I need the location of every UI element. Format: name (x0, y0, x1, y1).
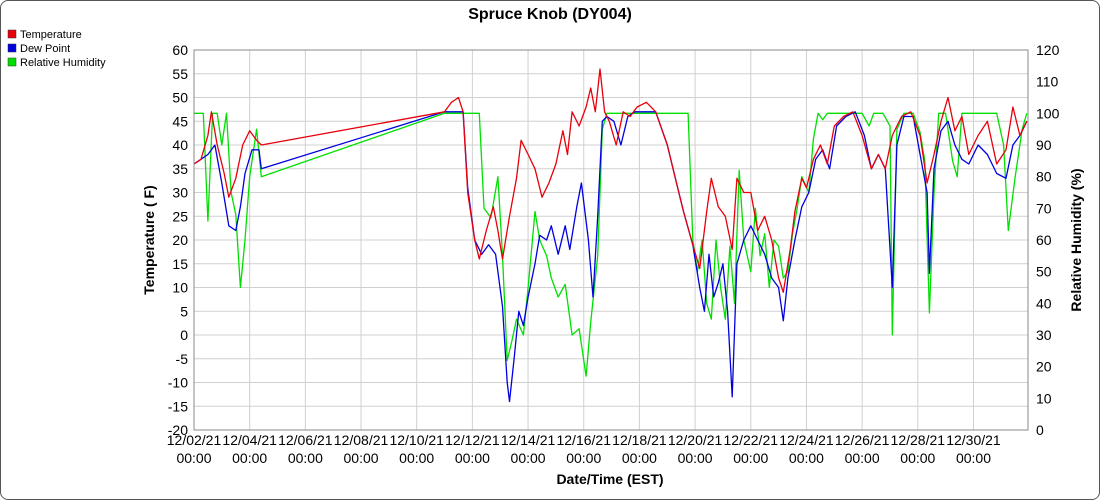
y-right-tick-label: 80 (1036, 169, 1052, 185)
y-right-tick-label: 110 (1036, 74, 1059, 90)
y-left-tick-label: 15 (172, 256, 188, 272)
legend-label: Relative Humidity (20, 57, 106, 69)
y-left-tick-label: 20 (172, 232, 188, 248)
x-tick-date: 12/16/21 (556, 432, 611, 448)
x-tick-time: 00:00 (789, 450, 824, 466)
x-tick-date: 12/12/21 (445, 432, 500, 448)
x-tick-time: 00:00 (956, 450, 991, 466)
x-tick-date: 12/26/21 (835, 432, 890, 448)
grid (193, 49, 1028, 431)
y-left-tick-label: 30 (172, 185, 188, 201)
x-axis-label: Date/Time (EST) (556, 471, 663, 487)
y-right-tick-label: 70 (1036, 200, 1052, 216)
y-left-tick-label: 25 (172, 208, 188, 224)
series-layer (193, 68, 1028, 403)
x-tick-date: 12/28/21 (891, 432, 946, 448)
y-left-ticks: -20 -15 -10 -5 0 5 10 15 20 25 30 35 40 45 50 55 60 (168, 42, 188, 438)
x-tick-time: 00:00 (511, 450, 546, 466)
y-right-tick-label: 10 (1036, 390, 1052, 406)
x-tick-time: 00:00 (845, 450, 880, 466)
x-tick-time: 00:00 (344, 450, 379, 466)
x-ticks: 12/02/21 00:00 12/04/21 00:00 12/06/21 00:00 1… (167, 432, 1001, 466)
chart-title: Spruce Knob (DY004) (468, 6, 632, 23)
y-right-tick-label: 40 (1036, 295, 1052, 311)
y-left-tick-label: -20 (168, 422, 188, 438)
x-tick-date: 12/08/21 (334, 432, 389, 448)
y-right-tick-label: 120 (1036, 42, 1060, 58)
x-tick-time: 00:00 (288, 450, 323, 466)
x-tick-time: 00:00 (399, 450, 434, 466)
y-left-tick-label: -10 (168, 375, 188, 391)
x-tick-date: 12/24/21 (779, 432, 834, 448)
y-left-tick-label: 35 (172, 161, 188, 177)
x-tick-date: 12/10/21 (389, 432, 444, 448)
y-right-tick-label: 50 (1036, 264, 1052, 280)
legend-label: Dew Point (20, 43, 70, 55)
legend: Temperature Dew Point Relative Humidity (7, 29, 106, 69)
y-left-tick-label: 40 (172, 137, 188, 153)
legend-swatch (7, 43, 17, 53)
x-tick-date: 12/18/21 (612, 432, 667, 448)
y-right-tick-label: 30 (1036, 327, 1052, 343)
y-right-tick-label: 0 (1036, 422, 1044, 438)
legend-label: Temperature (20, 29, 82, 41)
y-right-tick-label: 20 (1036, 359, 1052, 375)
x-tick-time: 00:00 (622, 450, 657, 466)
y-left-tick-label: 10 (172, 280, 188, 296)
legend-swatch (7, 57, 17, 67)
x-tick-date: 12/14/21 (501, 432, 556, 448)
x-tick-time: 00:00 (733, 450, 768, 466)
x-tick-time: 00:00 (566, 450, 601, 466)
y-left-tick-label: 50 (172, 90, 188, 106)
x-tick-time: 00:00 (678, 450, 713, 466)
x-tick-time: 00:00 (176, 450, 211, 466)
y-left-tick-label: 45 (172, 113, 188, 129)
x-tick-date: 12/20/21 (668, 432, 723, 448)
y-right-tick-label: 100 (1036, 105, 1060, 121)
x-tick-date: 12/02/21 (167, 432, 222, 448)
series-line-dew-point (193, 111, 1028, 403)
plot-border (193, 49, 1029, 431)
x-tick-time: 00:00 (455, 450, 490, 466)
y-left-tick-label: 55 (172, 66, 188, 82)
x-tick-time: 00:00 (900, 450, 935, 466)
y-left-tick-label: 0 (180, 327, 188, 343)
legend-swatch (7, 29, 17, 39)
y-right-tick-label: 60 (1036, 232, 1052, 248)
y-left-tick-label: -15 (168, 398, 188, 414)
y-axis-label-left: Temperature ( F) (141, 185, 157, 294)
series-line-temperature (193, 68, 1028, 293)
x-tick-date: 12/22/21 (724, 432, 779, 448)
series-line-relative-humidity (194, 112, 1028, 377)
y-left-tick-label: 5 (180, 303, 188, 319)
y-left-tick-label: 60 (172, 42, 188, 58)
y-left-tick-label: -5 (176, 351, 189, 367)
y-axis-label-right: Relative Humidity (%) (1068, 168, 1084, 311)
x-tick-date: 12/04/21 (222, 432, 277, 448)
y-right-ticks: 0 10 20 30 40 50 60 70 80 90 100 110 120 (1036, 42, 1060, 438)
y-right-tick-label: 90 (1036, 137, 1052, 153)
x-tick-date: 12/30/21 (946, 432, 1001, 448)
x-tick-time: 00:00 (232, 450, 267, 466)
x-tick-date: 12/06/21 (278, 432, 333, 448)
